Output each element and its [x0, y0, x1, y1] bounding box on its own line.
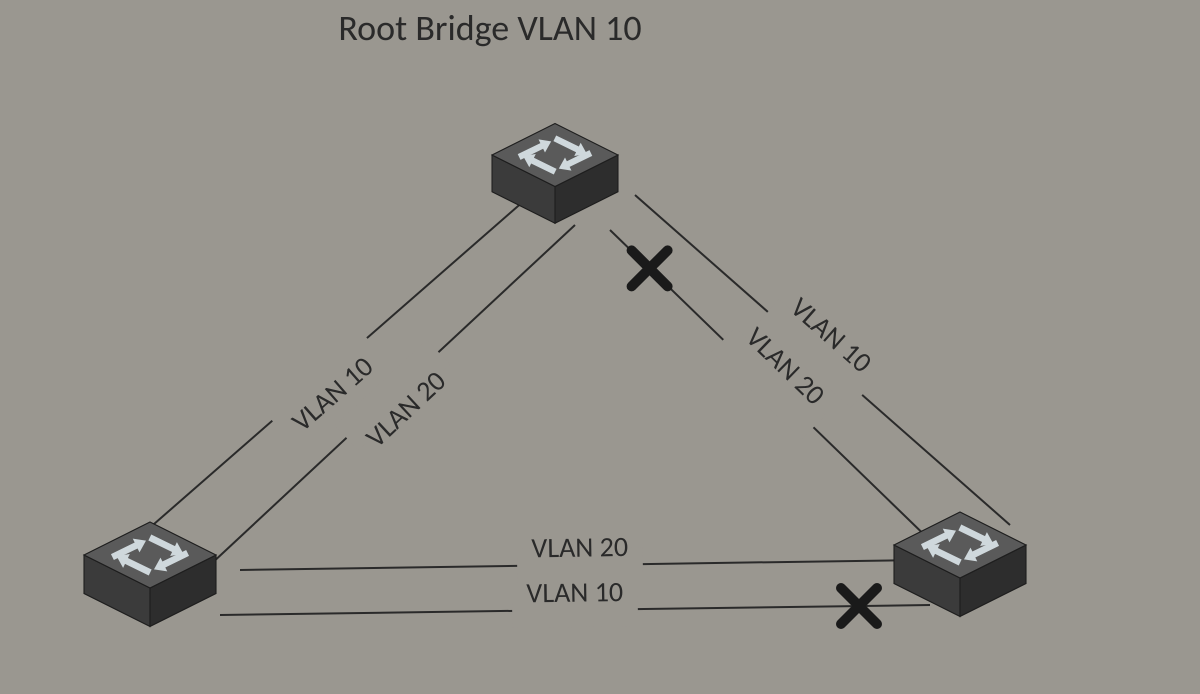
svg-text:VLAN 20: VLAN 20: [531, 529, 628, 565]
link-label-lr_v20: VLAN 20: [531, 529, 628, 565]
svg-text:VLAN 10: VLAN 10: [526, 574, 623, 610]
diagram-title: Root Bridge VLAN 10: [338, 6, 641, 50]
network-diagram: .sw-top { fill:#5a5a5a; stroke:#1d1d1d; …: [0, 0, 1200, 694]
link-label-lr_v10: VLAN 10: [526, 574, 623, 610]
